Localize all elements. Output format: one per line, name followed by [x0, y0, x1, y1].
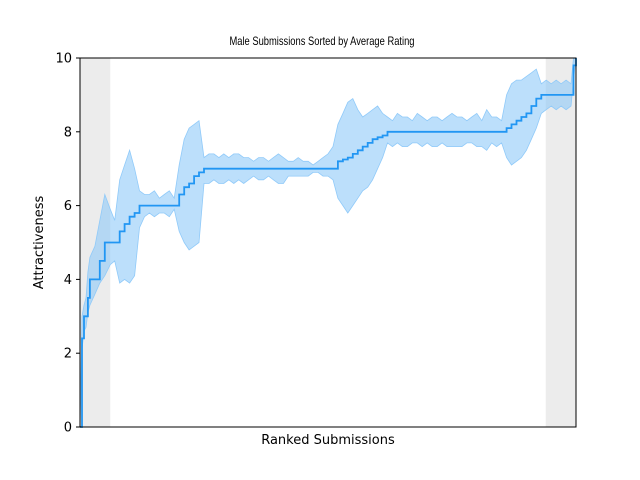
- plot-frame: [79, 57, 577, 428]
- shaded-regions: [80, 58, 576, 427]
- y-ticks: 0 2 4 6 8 10: [55, 52, 80, 436]
- y-tick-label: 10: [55, 52, 72, 67]
- y-axis-label: Attractiveness: [32, 196, 47, 290]
- y-tick-label: 8: [64, 125, 72, 140]
- shaded-region-2: [545, 58, 576, 427]
- y-tick-label: 6: [64, 199, 72, 214]
- y-tick-label: 4: [64, 273, 72, 288]
- x-axis-label: Ranked Submissions: [261, 433, 395, 448]
- mean-lines: [80, 58, 577, 428]
- mean-line-1: [80, 58, 577, 428]
- axes: [79, 57, 577, 428]
- y-tick-label: 0: [64, 421, 72, 436]
- chart-title: Male Submissions Sorted by Average Ratin…: [229, 34, 415, 48]
- y-tick-label: 2: [64, 347, 72, 362]
- confidence-band-1: [79, 57, 577, 428]
- confidence-bands: [79, 57, 577, 428]
